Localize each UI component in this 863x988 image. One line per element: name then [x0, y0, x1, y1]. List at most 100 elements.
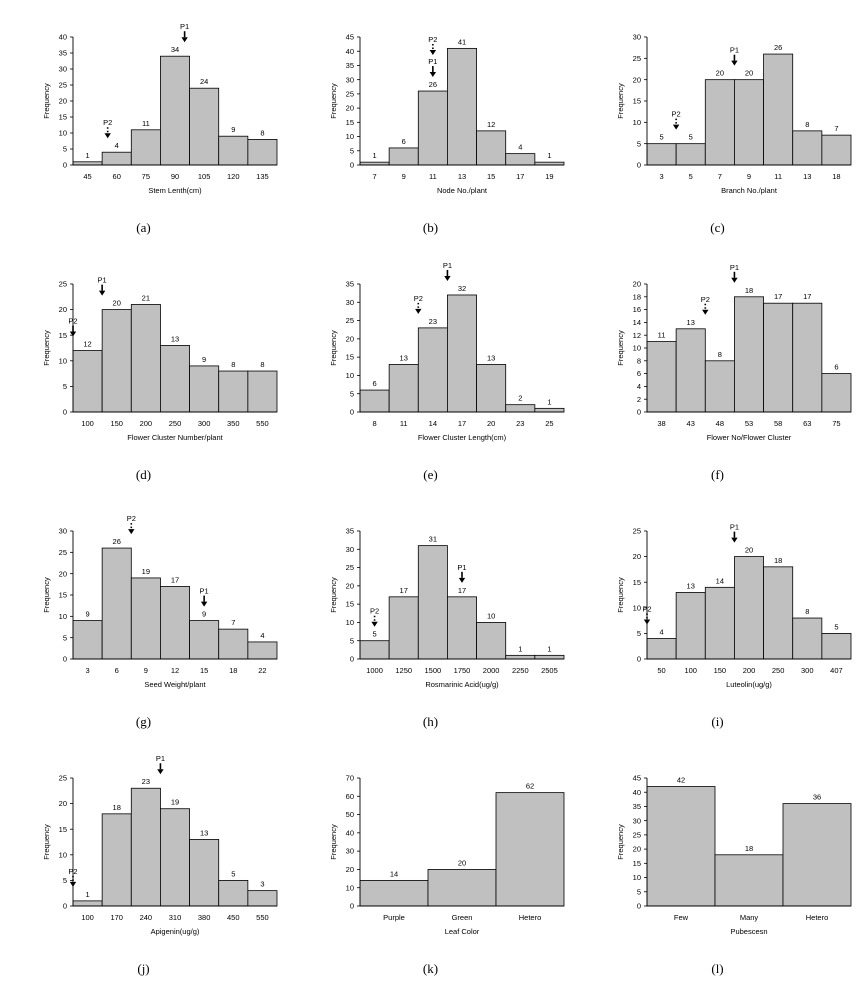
y-tick-label: 5 — [63, 876, 67, 885]
y-axis-label: Frequency — [42, 577, 51, 613]
bar-value-label: 9 — [202, 610, 206, 619]
panel-j: 0 5 10 15 20 25 1 100 18 170 23 240 19 310 13 380 5 450 3 5… — [0, 741, 287, 988]
y-tick-label: 25 — [633, 54, 641, 63]
y-tick-label: 5 — [63, 633, 67, 642]
panel-caption: (g) — [135, 714, 152, 729]
bar — [189, 620, 220, 660]
y-tick-label: 25 — [633, 527, 641, 536]
bar — [821, 134, 852, 166]
marker-label-p1: P1 — [428, 57, 437, 66]
y-tick-label: 15 — [346, 118, 354, 127]
bar — [101, 813, 132, 907]
y-tick-label: 30 — [59, 527, 67, 536]
bar-value-label: 13 — [487, 353, 495, 362]
y-tick-label: 25 — [633, 830, 641, 839]
bar — [160, 345, 190, 413]
bar — [189, 365, 220, 413]
bar — [505, 404, 536, 413]
bar-value-label: 8 — [260, 128, 264, 137]
x-axis-label: Node No./plant — [437, 186, 488, 195]
x-axis-label: Leaf Color — [445, 927, 480, 936]
bar-value-label: 13 — [200, 828, 208, 837]
y-tick-label: 0 — [350, 655, 354, 664]
bar-value-label: 4 — [518, 143, 522, 152]
y-tick-label: 25 — [59, 548, 67, 557]
x-tick-label: 63 — [803, 419, 811, 428]
bar-value-label: 17 — [458, 586, 466, 595]
y-tick-label: 0 — [350, 408, 354, 417]
chart-svg: 0 5 10 15 20 25 1 100 18 170 23 240 19 310 13 380 5 450 3 5… — [42, 754, 278, 936]
bar-value-label: 23 — [429, 317, 437, 326]
bar-value-label: 5 — [834, 622, 838, 631]
chart-svg: 0 5 10 15 20 25 4 50 13 100 14 150 20 200 18 250 8 300 5 40… — [616, 523, 852, 689]
x-tick-label: 18 — [229, 666, 237, 675]
marker-arrow-p2 — [415, 302, 422, 314]
bar — [247, 890, 278, 907]
bar — [130, 304, 161, 413]
bar — [734, 79, 764, 166]
panel-c: 0 5 10 15 20 25 30 5 3 5 5 20 7 20 9 26 11 8 13 7 18 Branch N… — [574, 0, 861, 247]
y-tick-label: 5 — [637, 629, 641, 638]
y-tick-label: 10 — [633, 118, 641, 127]
marker-label-p2: P2 — [68, 317, 77, 326]
bar-value-label: 11 — [142, 119, 150, 128]
bar-value-label: 3 — [260, 880, 264, 889]
marker-arrow-p1 — [181, 31, 188, 43]
marker-arrow-p1 — [458, 571, 466, 583]
x-tick-label: 75 — [142, 172, 150, 181]
bar — [675, 328, 706, 413]
y-tick-label: 5 — [637, 139, 641, 148]
bar — [218, 879, 249, 907]
x-tick-label: 9 — [402, 172, 406, 181]
bar-value-label: 7 — [834, 124, 838, 133]
chart-svg: 0 5 10 15 20 25 30 35 40 1 45 4 60 11 75 34 90 24 105 9 120 8… — [42, 22, 278, 195]
bar — [821, 632, 852, 660]
panel-h: 0 5 10 15 20 25 30 35 5 1000 17 1250 31 1500 17 1750 10 2… — [287, 494, 574, 741]
x-tick-label: 170 — [110, 913, 123, 922]
x-tick-label: 2505 — [541, 666, 558, 675]
x-axis-label: Flower No/Flower Cluster — [707, 433, 792, 442]
y-tick-label: 70 — [346, 774, 354, 783]
x-tick-label: 350 — [227, 419, 240, 428]
marker-arrow-p2 — [69, 875, 77, 887]
x-tick-label: 25 — [545, 419, 553, 428]
y-tick-label: 35 — [633, 802, 641, 811]
y-tick-label: 45 — [346, 33, 354, 42]
x-tick-label: 18 — [832, 172, 840, 181]
y-tick-label: 0 — [63, 902, 67, 911]
x-tick-label: 5 — [689, 172, 693, 181]
y-tick-label: 20 — [346, 334, 354, 343]
bar — [218, 370, 249, 413]
x-tick-label: 310 — [169, 913, 182, 922]
y-tick-label: 0 — [637, 655, 641, 664]
bar — [534, 654, 565, 660]
y-tick-label: 10 — [346, 618, 354, 627]
y-tick-label: 25 — [346, 316, 354, 325]
x-tick-label: 8 — [372, 419, 376, 428]
y-tick-label: 40 — [346, 828, 354, 837]
y-tick-label: 40 — [633, 788, 641, 797]
y-tick-label: 20 — [59, 305, 67, 314]
panel-caption: (l) — [711, 961, 724, 976]
y-tick-label: 40 — [59, 33, 67, 42]
bar — [646, 638, 677, 660]
bar-value-label: 7 — [231, 618, 235, 627]
x-tick-label: 19 — [545, 172, 553, 181]
y-axis-label: Frequency — [329, 577, 338, 613]
x-tick-label: 12 — [171, 666, 179, 675]
x-tick-label: 240 — [140, 913, 153, 922]
arrow-head — [415, 308, 422, 314]
panel-g: 0 5 10 15 20 25 30 9 3 26 6 19 9 17 12 9 15 7 18 4 22 Seed We… — [0, 494, 287, 741]
x-axis-label: Rosmarinic Acid(ug/g) — [425, 680, 499, 689]
y-tick-label: 20 — [346, 865, 354, 874]
y-tick-label: 10 — [346, 883, 354, 892]
x-tick-label: 90 — [171, 172, 179, 181]
y-tick-label: 12 — [633, 331, 641, 340]
x-tick-label: 1500 — [425, 666, 442, 675]
bar — [782, 803, 852, 907]
y-tick-label: 10 — [346, 132, 354, 141]
x-tick-label: 407 — [830, 666, 843, 675]
arrow-head — [104, 133, 111, 139]
y-tick-label: 20 — [633, 552, 641, 561]
x-tick-label: 14 — [429, 419, 437, 428]
